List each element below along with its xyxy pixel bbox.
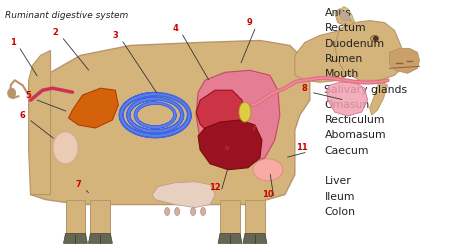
Polygon shape xyxy=(198,120,262,170)
Text: Omasun: Omasun xyxy=(324,100,370,110)
Text: 7: 7 xyxy=(75,180,82,189)
Text: 3: 3 xyxy=(112,31,118,40)
Text: 6: 6 xyxy=(20,111,26,120)
Text: 9: 9 xyxy=(247,18,253,27)
Text: Mouth: Mouth xyxy=(324,69,359,79)
Polygon shape xyxy=(327,82,368,116)
Text: 2: 2 xyxy=(53,28,58,37)
Text: Rumen: Rumen xyxy=(324,54,363,64)
Polygon shape xyxy=(152,182,215,208)
Ellipse shape xyxy=(239,102,251,122)
Text: 11: 11 xyxy=(296,143,308,152)
Ellipse shape xyxy=(164,208,170,216)
Text: Liver: Liver xyxy=(324,176,351,186)
Polygon shape xyxy=(69,88,118,128)
Polygon shape xyxy=(335,9,355,27)
Text: Ruminant digestive system: Ruminant digestive system xyxy=(5,11,128,20)
Text: 8: 8 xyxy=(302,84,308,93)
Polygon shape xyxy=(295,31,360,82)
Polygon shape xyxy=(89,233,112,243)
Polygon shape xyxy=(65,200,85,239)
Ellipse shape xyxy=(191,208,196,216)
Ellipse shape xyxy=(8,88,16,98)
Ellipse shape xyxy=(253,159,283,181)
Text: 4: 4 xyxy=(172,24,178,33)
Polygon shape xyxy=(196,90,244,138)
Text: 5: 5 xyxy=(26,91,32,100)
Polygon shape xyxy=(342,7,355,23)
Text: Rectum: Rectum xyxy=(324,23,366,33)
Polygon shape xyxy=(245,200,265,239)
Text: 1: 1 xyxy=(10,38,16,47)
Text: Ileum: Ileum xyxy=(324,191,355,202)
Polygon shape xyxy=(64,233,87,243)
Ellipse shape xyxy=(371,35,379,41)
Text: Duodenum: Duodenum xyxy=(324,39,384,49)
Polygon shape xyxy=(31,40,310,205)
Polygon shape xyxy=(335,21,404,80)
Polygon shape xyxy=(218,233,242,243)
Polygon shape xyxy=(390,48,419,73)
Text: Salivary glands: Salivary glands xyxy=(324,85,408,94)
Polygon shape xyxy=(91,200,110,239)
Text: 12: 12 xyxy=(209,183,221,192)
Ellipse shape xyxy=(175,208,180,216)
Polygon shape xyxy=(340,11,352,21)
Text: Recticulum: Recticulum xyxy=(324,115,385,125)
Ellipse shape xyxy=(201,208,206,216)
Text: iv: iv xyxy=(225,145,231,151)
Text: Anus: Anus xyxy=(324,8,351,18)
Text: ii: ii xyxy=(253,125,257,131)
Text: 10: 10 xyxy=(262,190,273,199)
Polygon shape xyxy=(28,50,51,195)
Text: Abomasum: Abomasum xyxy=(324,130,386,140)
Polygon shape xyxy=(370,80,388,115)
Polygon shape xyxy=(196,70,280,165)
Text: iii: iii xyxy=(219,115,225,121)
Polygon shape xyxy=(243,233,267,243)
Text: Colon: Colon xyxy=(324,207,356,217)
Ellipse shape xyxy=(374,36,378,40)
Polygon shape xyxy=(220,200,240,239)
Ellipse shape xyxy=(53,132,78,164)
Text: Caecum: Caecum xyxy=(324,146,369,156)
